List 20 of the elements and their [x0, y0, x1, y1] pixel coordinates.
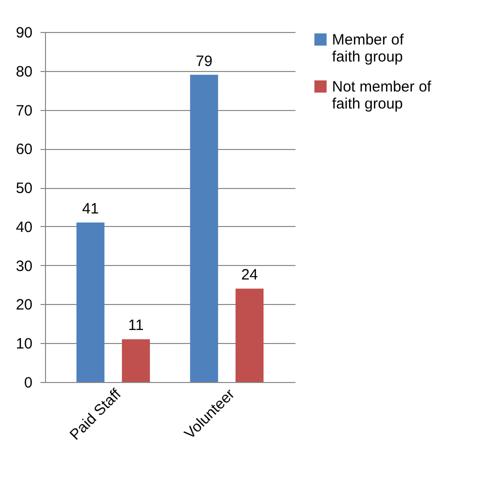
y-tick-label: 80: [16, 63, 32, 80]
data-label: 41: [82, 200, 99, 218]
y-tick-label: 90: [16, 24, 32, 42]
data-label: 11: [128, 317, 144, 334]
y-tick-label: 30: [16, 258, 32, 275]
bar: [122, 339, 150, 382]
y-tick-label: 40: [16, 218, 32, 236]
y-tick-label: 70: [16, 102, 32, 120]
bar: [190, 74, 218, 382]
data-label: 79: [196, 52, 212, 70]
y-tick-label: 0: [24, 374, 32, 392]
y-tick-label: 60: [16, 141, 32, 158]
y-tick-label: 50: [16, 180, 32, 198]
bar: [76, 222, 104, 382]
bar: [236, 288, 264, 382]
legend-label: Not member of faith group: [332, 78, 432, 112]
y-tick-label: 10: [16, 336, 32, 353]
data-label: 24: [241, 266, 258, 284]
legend-label: Member of faith group: [332, 32, 405, 66]
y-tick-label: 20: [16, 296, 32, 314]
